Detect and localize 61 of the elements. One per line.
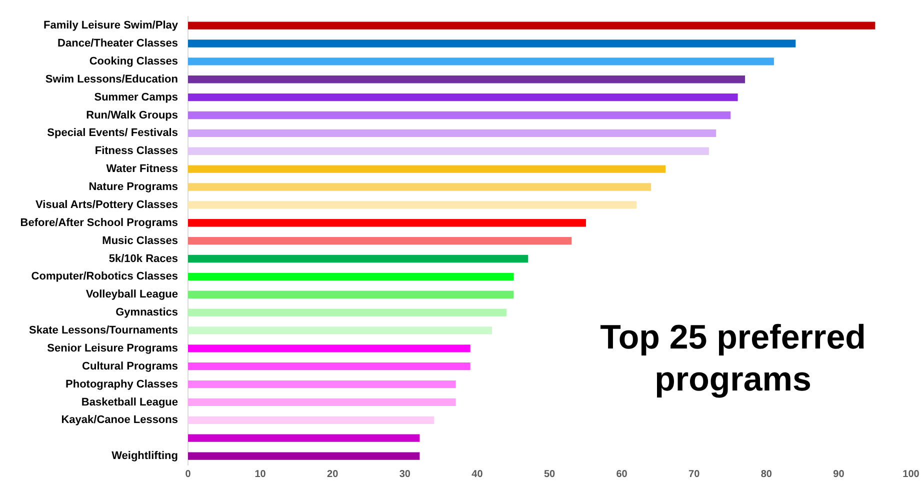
y-tick-label: Summer Camps <box>94 91 178 104</box>
x-tick-label: 80 <box>760 468 772 480</box>
bar <box>188 165 666 173</box>
y-tick-label: Gymnastics <box>116 306 178 319</box>
y-tick-label: Family Leisure Swim/Play <box>43 20 179 32</box>
x-tick-label: 100 <box>902 468 920 480</box>
y-tick-label: Cultural Programs <box>82 360 178 372</box>
x-tick-label: 0 <box>185 468 192 480</box>
x-tick-label: 60 <box>616 468 628 480</box>
y-tick-label: Senior Leisure Programs <box>47 342 178 354</box>
y-tick-label: Water Fitness <box>106 163 178 176</box>
bar <box>188 111 731 120</box>
bar <box>188 362 470 370</box>
y-tick-label: Computer/Robotics Classes <box>31 270 178 283</box>
bar <box>188 40 796 48</box>
y-tick-label: Fitness Classes <box>94 145 178 158</box>
bar <box>188 22 876 30</box>
bar <box>188 416 434 424</box>
bar <box>188 308 506 316</box>
x-tick-label: 20 <box>327 468 339 480</box>
x-tick-label: 30 <box>399 468 411 480</box>
bar <box>188 236 572 245</box>
bar <box>188 380 456 388</box>
x-tick-label: 40 <box>472 468 484 480</box>
bar <box>188 76 746 84</box>
y-tick-label: Volleyball League <box>86 288 178 301</box>
y-tick-label: Weightlifting <box>112 450 178 462</box>
bar <box>188 254 528 263</box>
bar <box>188 183 652 191</box>
bar <box>188 344 470 352</box>
bar <box>188 452 420 460</box>
y-tick-label: Kayak/Canoe Lessons <box>61 414 178 426</box>
y-tick-label: Nature Programs <box>88 181 178 194</box>
x-tick-label: 50 <box>544 468 556 480</box>
bar <box>188 434 420 442</box>
y-tick-label: Photography Classes <box>66 378 178 390</box>
y-tick-label: Cooking Classes <box>89 55 178 68</box>
x-tick-label: 90 <box>833 468 845 480</box>
bar <box>188 290 514 298</box>
y-tick-label: Dance/Theater Classes <box>58 38 178 50</box>
x-tick-label: 10 <box>254 468 266 480</box>
y-tick-label: Skate Lessons/Tournaments <box>29 324 178 337</box>
bar <box>188 58 774 66</box>
y-tick-label: Run/Walk Groups <box>86 109 178 122</box>
text: Top 25 preferred programs <box>600 318 866 398</box>
y-tick-label: Special Events/ Festivals <box>47 127 178 140</box>
bar <box>188 398 456 406</box>
bar <box>188 201 637 209</box>
x-tick-label: 70 <box>688 468 700 480</box>
y-tick-label: Basketball League <box>81 396 178 408</box>
y-tick-label: Visual Arts/Pottery Classes <box>36 198 178 211</box>
bar <box>188 326 492 334</box>
bar <box>188 219 586 227</box>
y-tick-label: Swim Lessons/Education <box>45 73 178 86</box>
y-tick-label: Music Classes <box>102 234 178 247</box>
bar <box>188 129 716 138</box>
y-tick-label: Before/After School Programs <box>20 216 178 229</box>
bar <box>188 93 738 102</box>
y-tick-label: 5k/10k Races <box>108 252 178 265</box>
bar <box>188 272 514 280</box>
bar <box>188 147 709 155</box>
